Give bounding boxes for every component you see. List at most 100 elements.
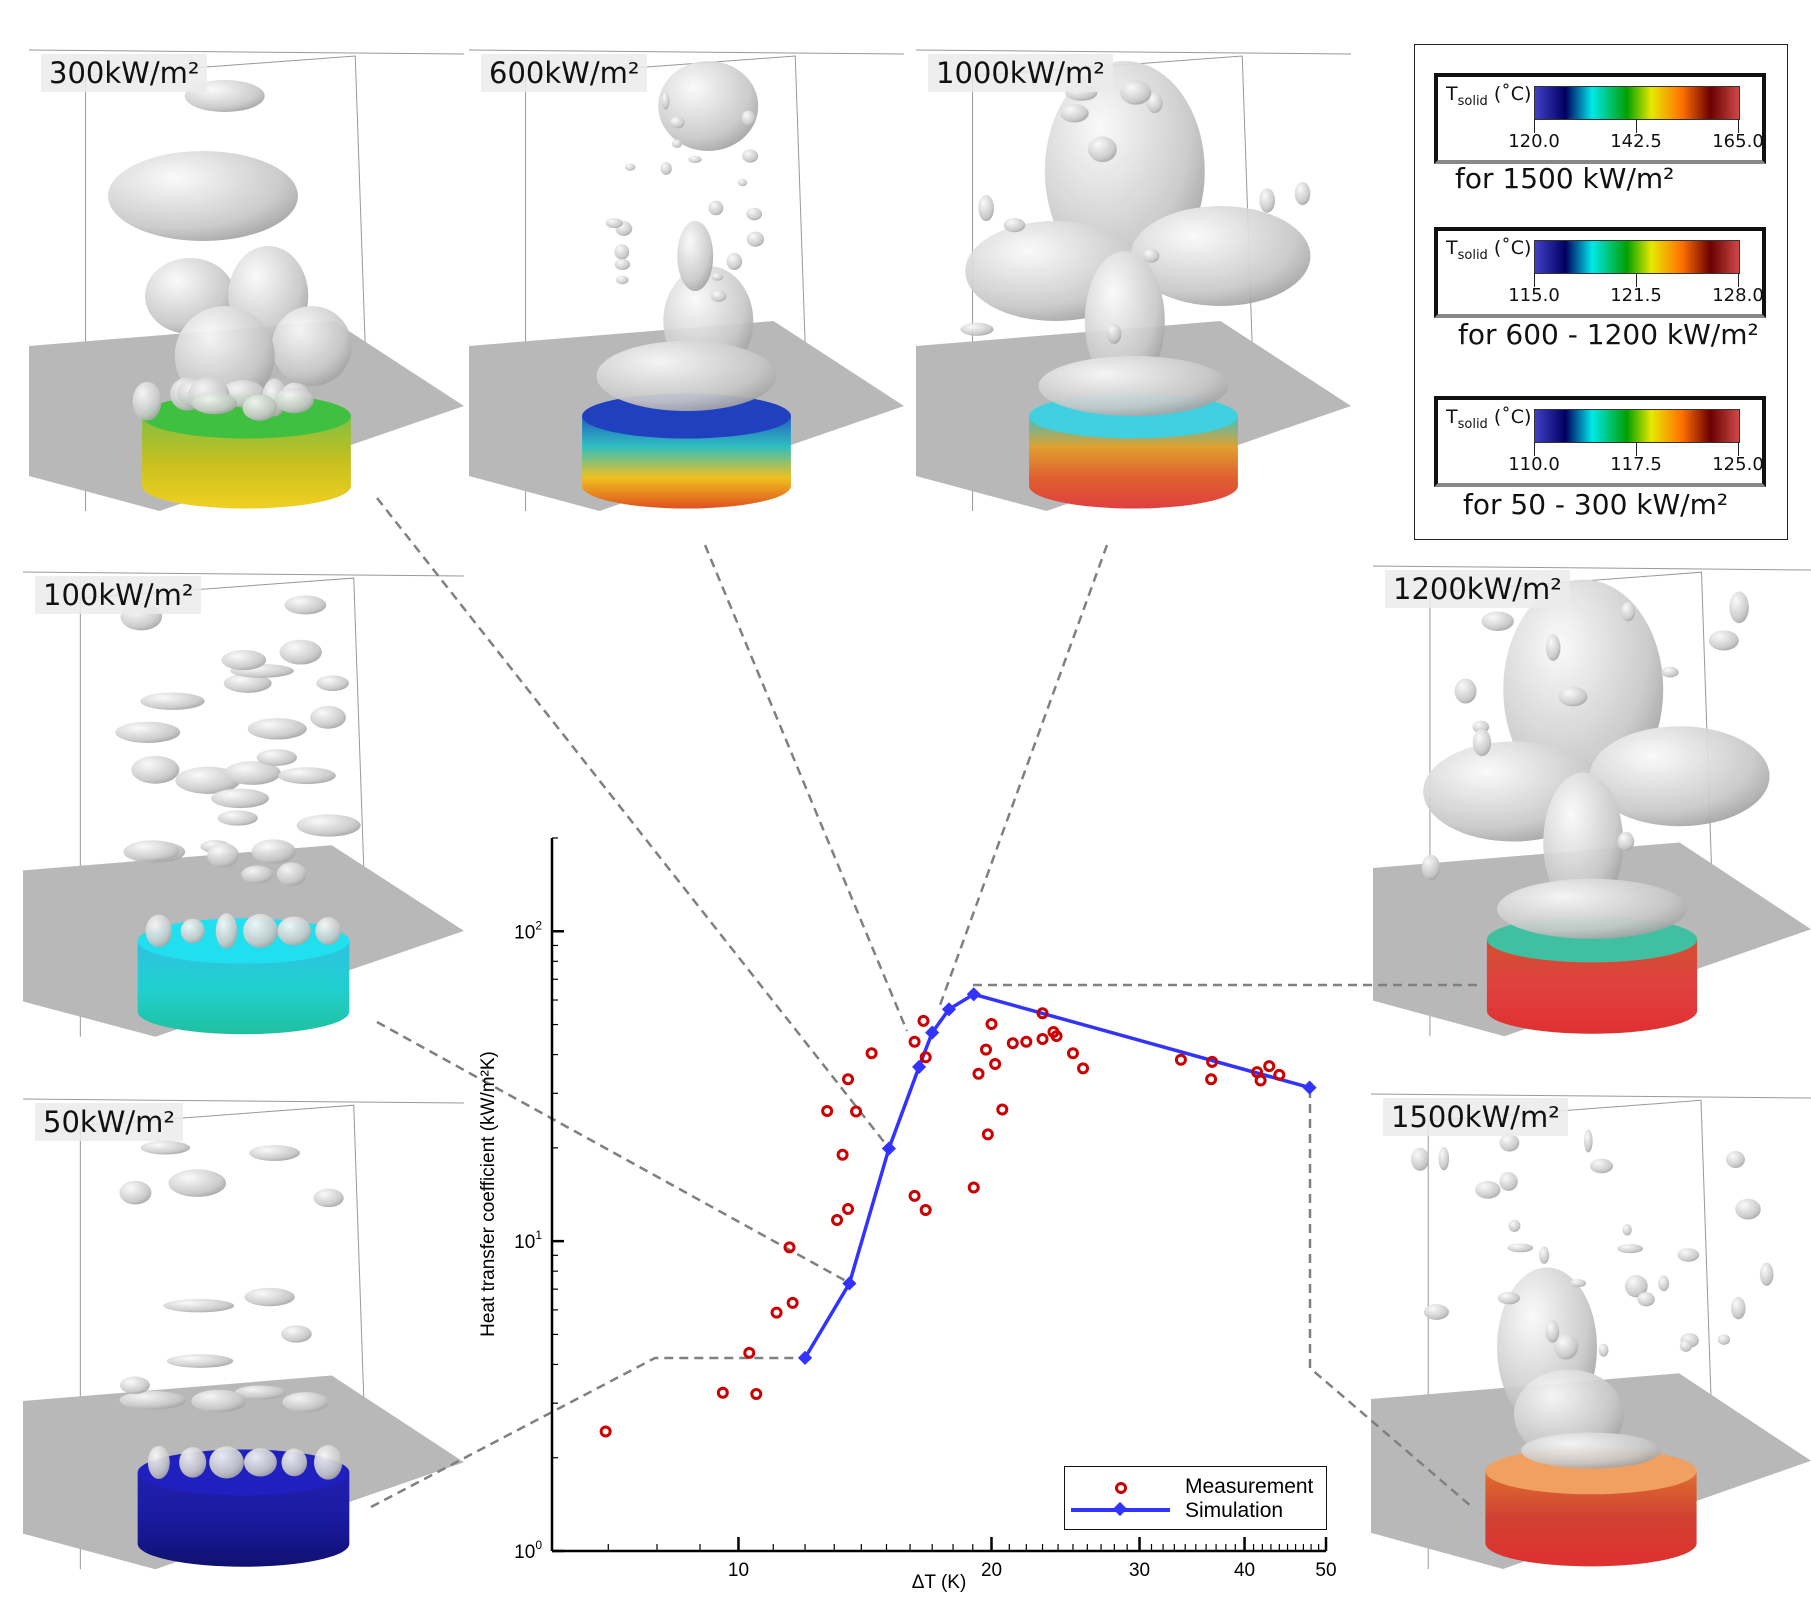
bubble — [310, 705, 346, 729]
colorbar-caption: for 50 - 300 kW/m² — [1463, 488, 1729, 521]
bubble — [275, 387, 314, 414]
bubble — [746, 207, 763, 221]
bubble — [1677, 1248, 1700, 1262]
bubble — [614, 244, 630, 260]
colorbar-tick-label: 165.0 — [1712, 131, 1764, 152]
simulation-panel-1000: 1000kW/m² — [916, 46, 1351, 546]
bubble — [1759, 1262, 1774, 1286]
vapor-bubbles — [1411, 1129, 1774, 1469]
y-tick-label: 100 — [514, 1538, 542, 1563]
bubble — [605, 218, 623, 229]
vapor-bubbles — [108, 80, 352, 421]
bubble — [746, 231, 765, 247]
colorbar-legend-box — [1414, 44, 1788, 540]
colorbar-tick-label: 120.0 — [1508, 131, 1560, 152]
simulation-point — [925, 1025, 940, 1040]
measurement-point — [996, 1103, 1009, 1116]
bubble — [249, 1145, 300, 1161]
heat-flux-label-1000: 1000kW/m² — [928, 54, 1113, 92]
measurement-point — [1050, 1030, 1063, 1043]
bubble — [1558, 686, 1588, 707]
measurement-point — [743, 1346, 756, 1359]
bubble — [711, 272, 724, 281]
colorbar-tick — [1534, 273, 1535, 287]
colorbar-tick — [1636, 273, 1637, 287]
bubble — [115, 721, 181, 743]
bubble — [131, 755, 180, 784]
measurement-point — [770, 1306, 783, 1319]
connector-line — [937, 544, 1109, 1009]
bubble — [1569, 1279, 1587, 1288]
bubble — [166, 1354, 234, 1368]
bubble — [1545, 634, 1561, 661]
bubble — [251, 839, 296, 864]
chart-legend: Measurement Simulation — [1064, 1466, 1327, 1530]
colorbar-frame — [1434, 227, 1766, 318]
bubble — [960, 322, 994, 336]
bubble — [241, 865, 273, 884]
colorbar-tick-label: 125.0 — [1712, 454, 1764, 475]
bubble — [1661, 666, 1679, 678]
bubble — [276, 862, 307, 886]
colorbar-title: Tsolid (˚C) — [1446, 406, 1531, 432]
measurement-point — [783, 1241, 796, 1254]
connector-line — [1308, 1089, 1473, 1508]
bubble — [119, 1376, 150, 1394]
colorbar-title-unit: (˚C) — [1487, 237, 1532, 259]
bubble — [179, 1447, 207, 1478]
measurement-point — [1036, 1007, 1049, 1020]
measurement-point — [1206, 1055, 1219, 1068]
legend-simulation-label: Simulation — [1185, 1499, 1284, 1522]
colorbar-tick-label: 115.0 — [1508, 285, 1560, 306]
heat-flux-label-300: 300kW/m² — [41, 54, 208, 92]
domain-box-outline — [29, 49, 464, 511]
heat-flux-label-1200: 1200kW/m² — [1385, 570, 1570, 608]
measurement-point — [842, 1202, 855, 1215]
heater-cylinder — [582, 393, 791, 509]
legend-measurement-label: Measurement — [1185, 1475, 1314, 1498]
bubble — [278, 767, 336, 785]
bubble — [1735, 1198, 1761, 1220]
simulation-panel-600: 600kW/m² — [469, 46, 904, 546]
bubble — [596, 341, 777, 411]
bubble — [296, 814, 361, 837]
simulation-panel-50: 50kW/m² — [23, 1095, 464, 1605]
bubble — [1554, 1333, 1579, 1360]
bubble — [1507, 1243, 1534, 1253]
bubble — [124, 840, 180, 862]
colorbar-tick — [1738, 119, 1739, 133]
colorbar-gradient — [1534, 86, 1740, 120]
bubble — [1259, 188, 1276, 213]
y-axis-label: Heat transfer coefficient (kW/m²K) — [478, 1051, 499, 1337]
bubble — [1624, 1274, 1648, 1298]
measurement-point — [1020, 1035, 1033, 1048]
heat-flux-label-600: 600kW/m² — [481, 54, 648, 92]
bubble — [242, 394, 278, 421]
bubble — [1003, 217, 1026, 233]
colorbar-title-unit: (˚C) — [1487, 83, 1532, 105]
bubble — [1497, 878, 1687, 939]
bubble — [677, 221, 714, 291]
measurement-point — [1174, 1053, 1187, 1066]
simulation-line — [803, 992, 1311, 1359]
colorbar-title-unit: (˚C) — [1487, 406, 1532, 428]
bubble — [1499, 1133, 1520, 1152]
bubble — [210, 788, 269, 809]
colorbar-title: Tsolid (˚C) — [1446, 237, 1531, 263]
bubble — [1617, 1244, 1644, 1254]
measurement-point — [1006, 1037, 1019, 1050]
bubble — [180, 918, 205, 944]
bubble — [313, 1188, 344, 1208]
bubble — [271, 306, 352, 386]
measurement-point — [836, 1148, 849, 1161]
bubble — [1589, 1158, 1613, 1174]
colorbar-frame — [1434, 396, 1766, 487]
bubble — [284, 595, 327, 615]
bubble — [737, 178, 748, 187]
bubble — [223, 673, 272, 693]
simulation-panel-300: 300kW/m² — [29, 46, 464, 546]
measurement-point — [917, 1014, 930, 1027]
connector-line — [370, 1356, 800, 1509]
bubble — [1454, 678, 1477, 704]
